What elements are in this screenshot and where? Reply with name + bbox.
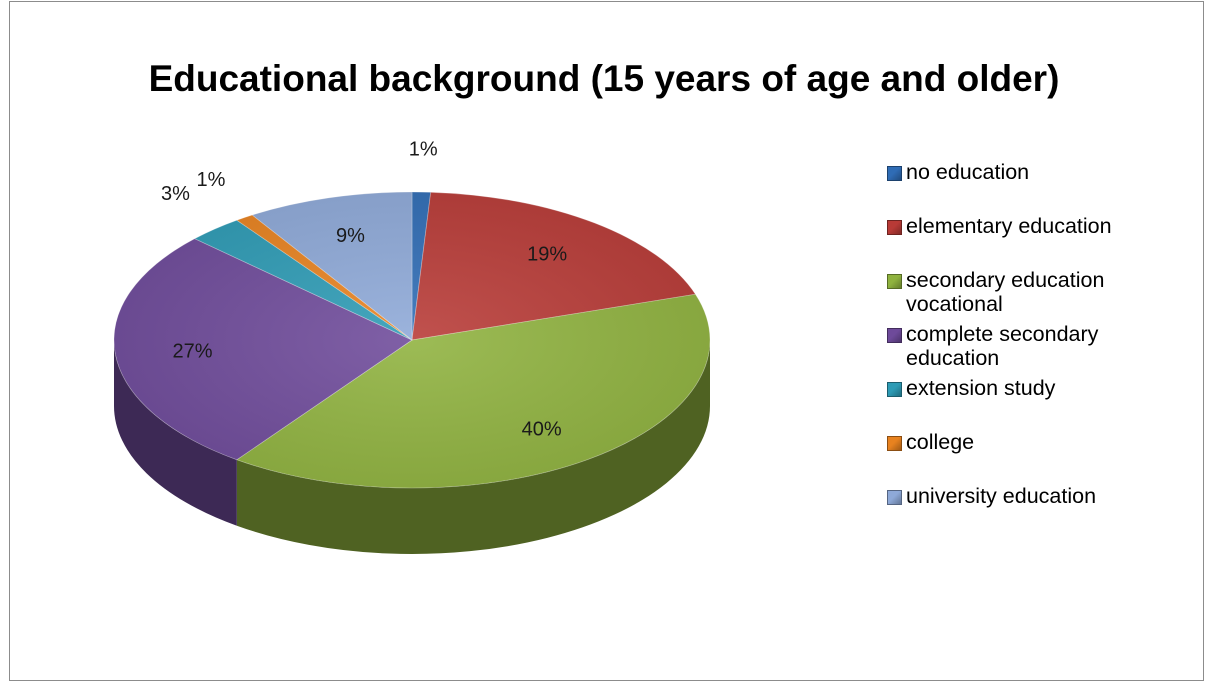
legend-label: complete secondary education — [906, 322, 1099, 370]
legend-label: university education — [906, 484, 1097, 508]
legend-swatch-icon — [887, 382, 902, 397]
legend-swatch-icon — [887, 166, 902, 181]
legend-swatch-icon — [887, 220, 902, 235]
legend-label: no education — [906, 160, 1030, 184]
legend-swatch-icon — [887, 274, 902, 289]
legend-label: college — [906, 430, 975, 454]
data-label-extension-study: 3% — [161, 183, 190, 205]
legend-swatch-icon — [887, 328, 902, 343]
data-label-university-education: 9% — [336, 225, 365, 247]
chart-title: Educational background (15 years of age … — [148, 58, 1060, 99]
legend-label: elementary education — [906, 214, 1112, 238]
data-label-elementary-education: 19% — [527, 244, 567, 266]
pie-side-2 — [236, 340, 710, 554]
legend-label: extension study — [906, 376, 1056, 400]
legend-swatch-icon — [887, 490, 902, 505]
data-label-complete-secondary-education: 27% — [172, 340, 212, 362]
legend-label: secondary education vocational — [906, 268, 1105, 316]
data-label-college: 1% — [197, 169, 226, 191]
data-label-no-education: 1% — [409, 139, 438, 161]
legend-swatch-icon — [887, 436, 902, 451]
pie-data-labels: 1% 19% 40% 27% 3% 1% 9% — [161, 139, 567, 441]
data-label-secondary-education-vocational: 40% — [522, 419, 562, 441]
